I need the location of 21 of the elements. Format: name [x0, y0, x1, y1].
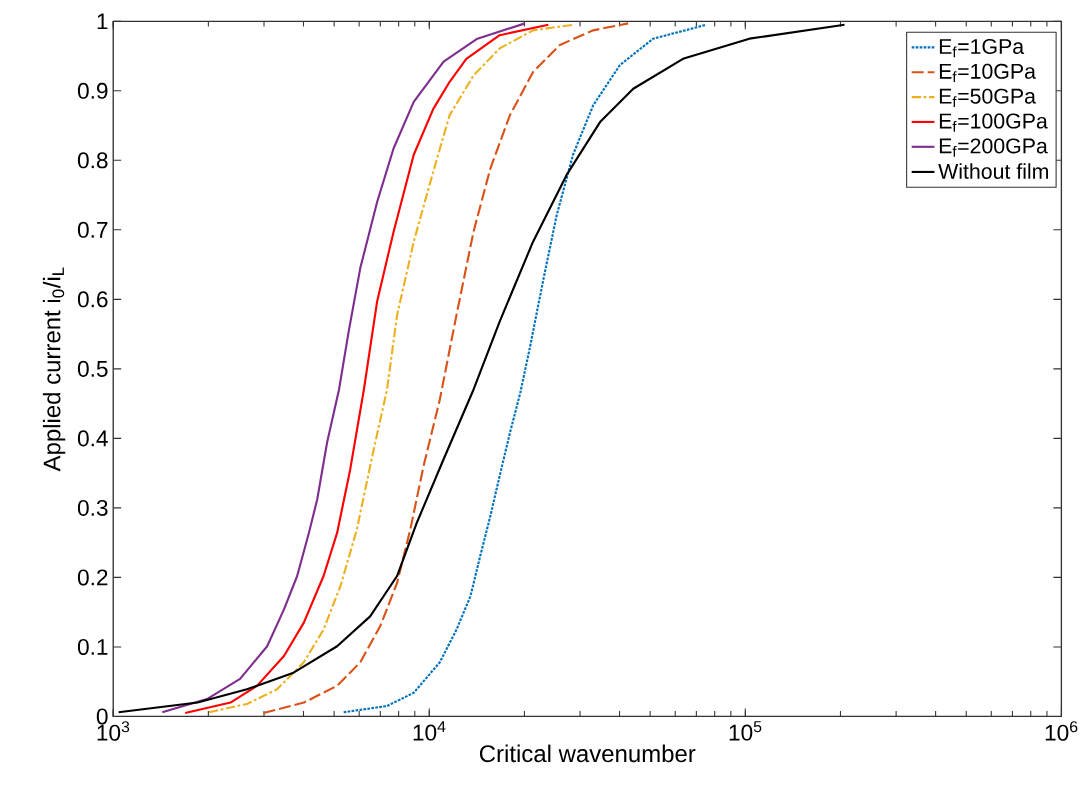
legend-label: E$_{f}$=50GPa — [939, 88, 1036, 107]
y-tick-label: 0.5 — [77, 360, 108, 377]
legend-label: E$_{f}$=10GPa — [939, 63, 1036, 83]
y-tick-label: 0.2 — [77, 569, 108, 586]
legend-label: Without film — [938, 163, 1048, 179]
y-tick-label: 0.7 — [77, 221, 108, 238]
legend-label: E$_{f}$=200GPa — [939, 138, 1048, 157]
y-tick-label: 0.3 — [77, 499, 108, 516]
legend-label: E$_{f}$=1GPa — [939, 38, 1025, 58]
legend-label: E$_{f}$=100GPa — [939, 113, 1048, 132]
x-tick-label: 10$^{4}$ — [413, 721, 446, 741]
y-tick-label: 0.1 — [77, 638, 108, 655]
y-tick-label: 0.4 — [77, 430, 108, 447]
y-axis-title: Applied current i$_{0}$/i$_{L}$ — [42, 267, 66, 472]
y-tick-label: 0.8 — [77, 152, 108, 169]
y-tick-label: 0.6 — [77, 291, 108, 308]
y-tick-label: 1 — [97, 13, 108, 30]
x-axis-title: Critical wavenumber — [479, 744, 696, 763]
y-tick-label: 0.9 — [77, 82, 108, 99]
x-tick-label: 10$^{5}$ — [729, 721, 762, 741]
x-tick-label: 10$^{6}$ — [1045, 721, 1078, 741]
